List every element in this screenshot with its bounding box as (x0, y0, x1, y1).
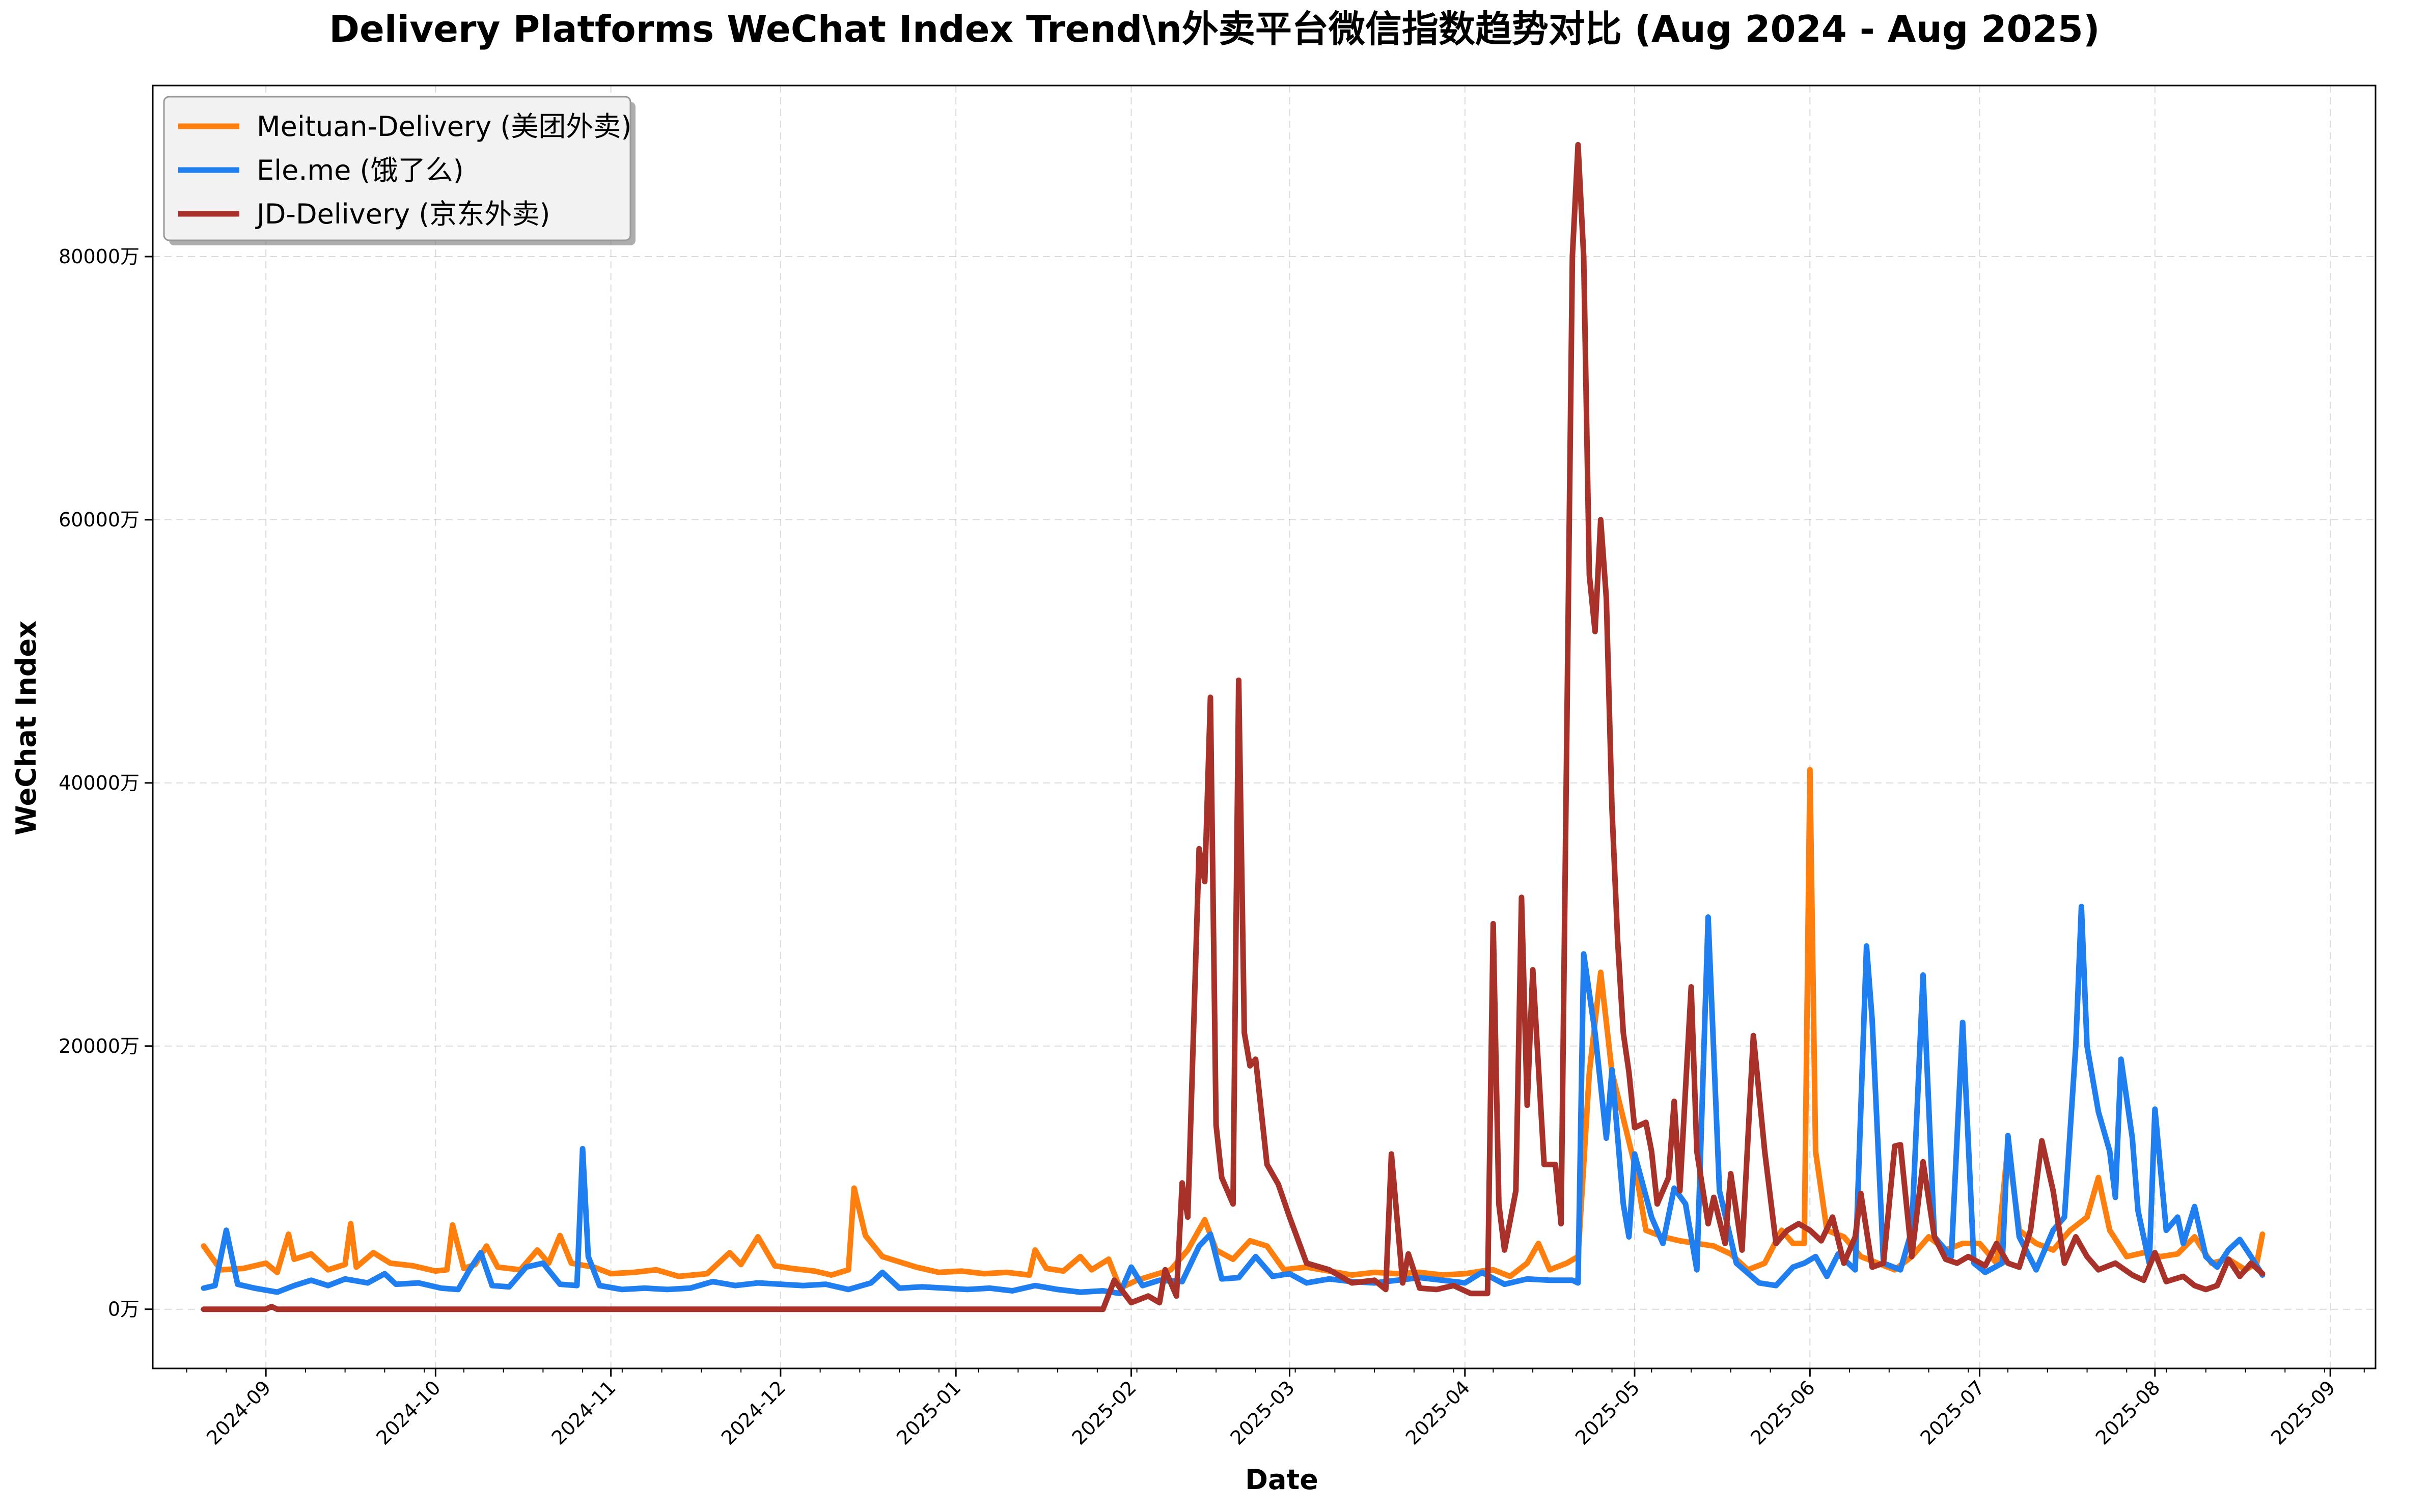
chart-title: Delivery Platforms WeChat Index Trend\n外… (329, 8, 2100, 50)
series-line-1 (201, 904, 2266, 1297)
plot-area (152, 85, 2377, 1369)
y-tick-label: 80000万 (59, 245, 140, 268)
plot-frame (152, 85, 2377, 1369)
legend-label: Ele.me (饿了么) (257, 154, 464, 186)
data-lines (201, 142, 2266, 1312)
y-tick-label: 40000万 (59, 772, 140, 794)
legend-label: JD-Delivery (京东外卖) (255, 198, 550, 230)
y-axis-label: WeChat Index (10, 621, 42, 835)
grid (153, 86, 2376, 1368)
y-tick-label: 60000万 (59, 509, 140, 531)
legend: Meituan-Delivery (美团外卖) Ele.me (饿了么) JD-De… (163, 96, 636, 245)
y-tick-label: 0万 (108, 1298, 140, 1321)
y-tick-label: 20000万 (59, 1035, 140, 1057)
y-axis: 0万 20000万 40000万 60000万 80000万 (59, 245, 153, 1321)
legend-label: Meituan-Delivery (美团外卖) (257, 110, 631, 143)
plot-background (153, 86, 2376, 1368)
legend-box (163, 96, 631, 241)
series-line-2 (201, 142, 2266, 1312)
x-axis-label: Date (1245, 1464, 1318, 1496)
